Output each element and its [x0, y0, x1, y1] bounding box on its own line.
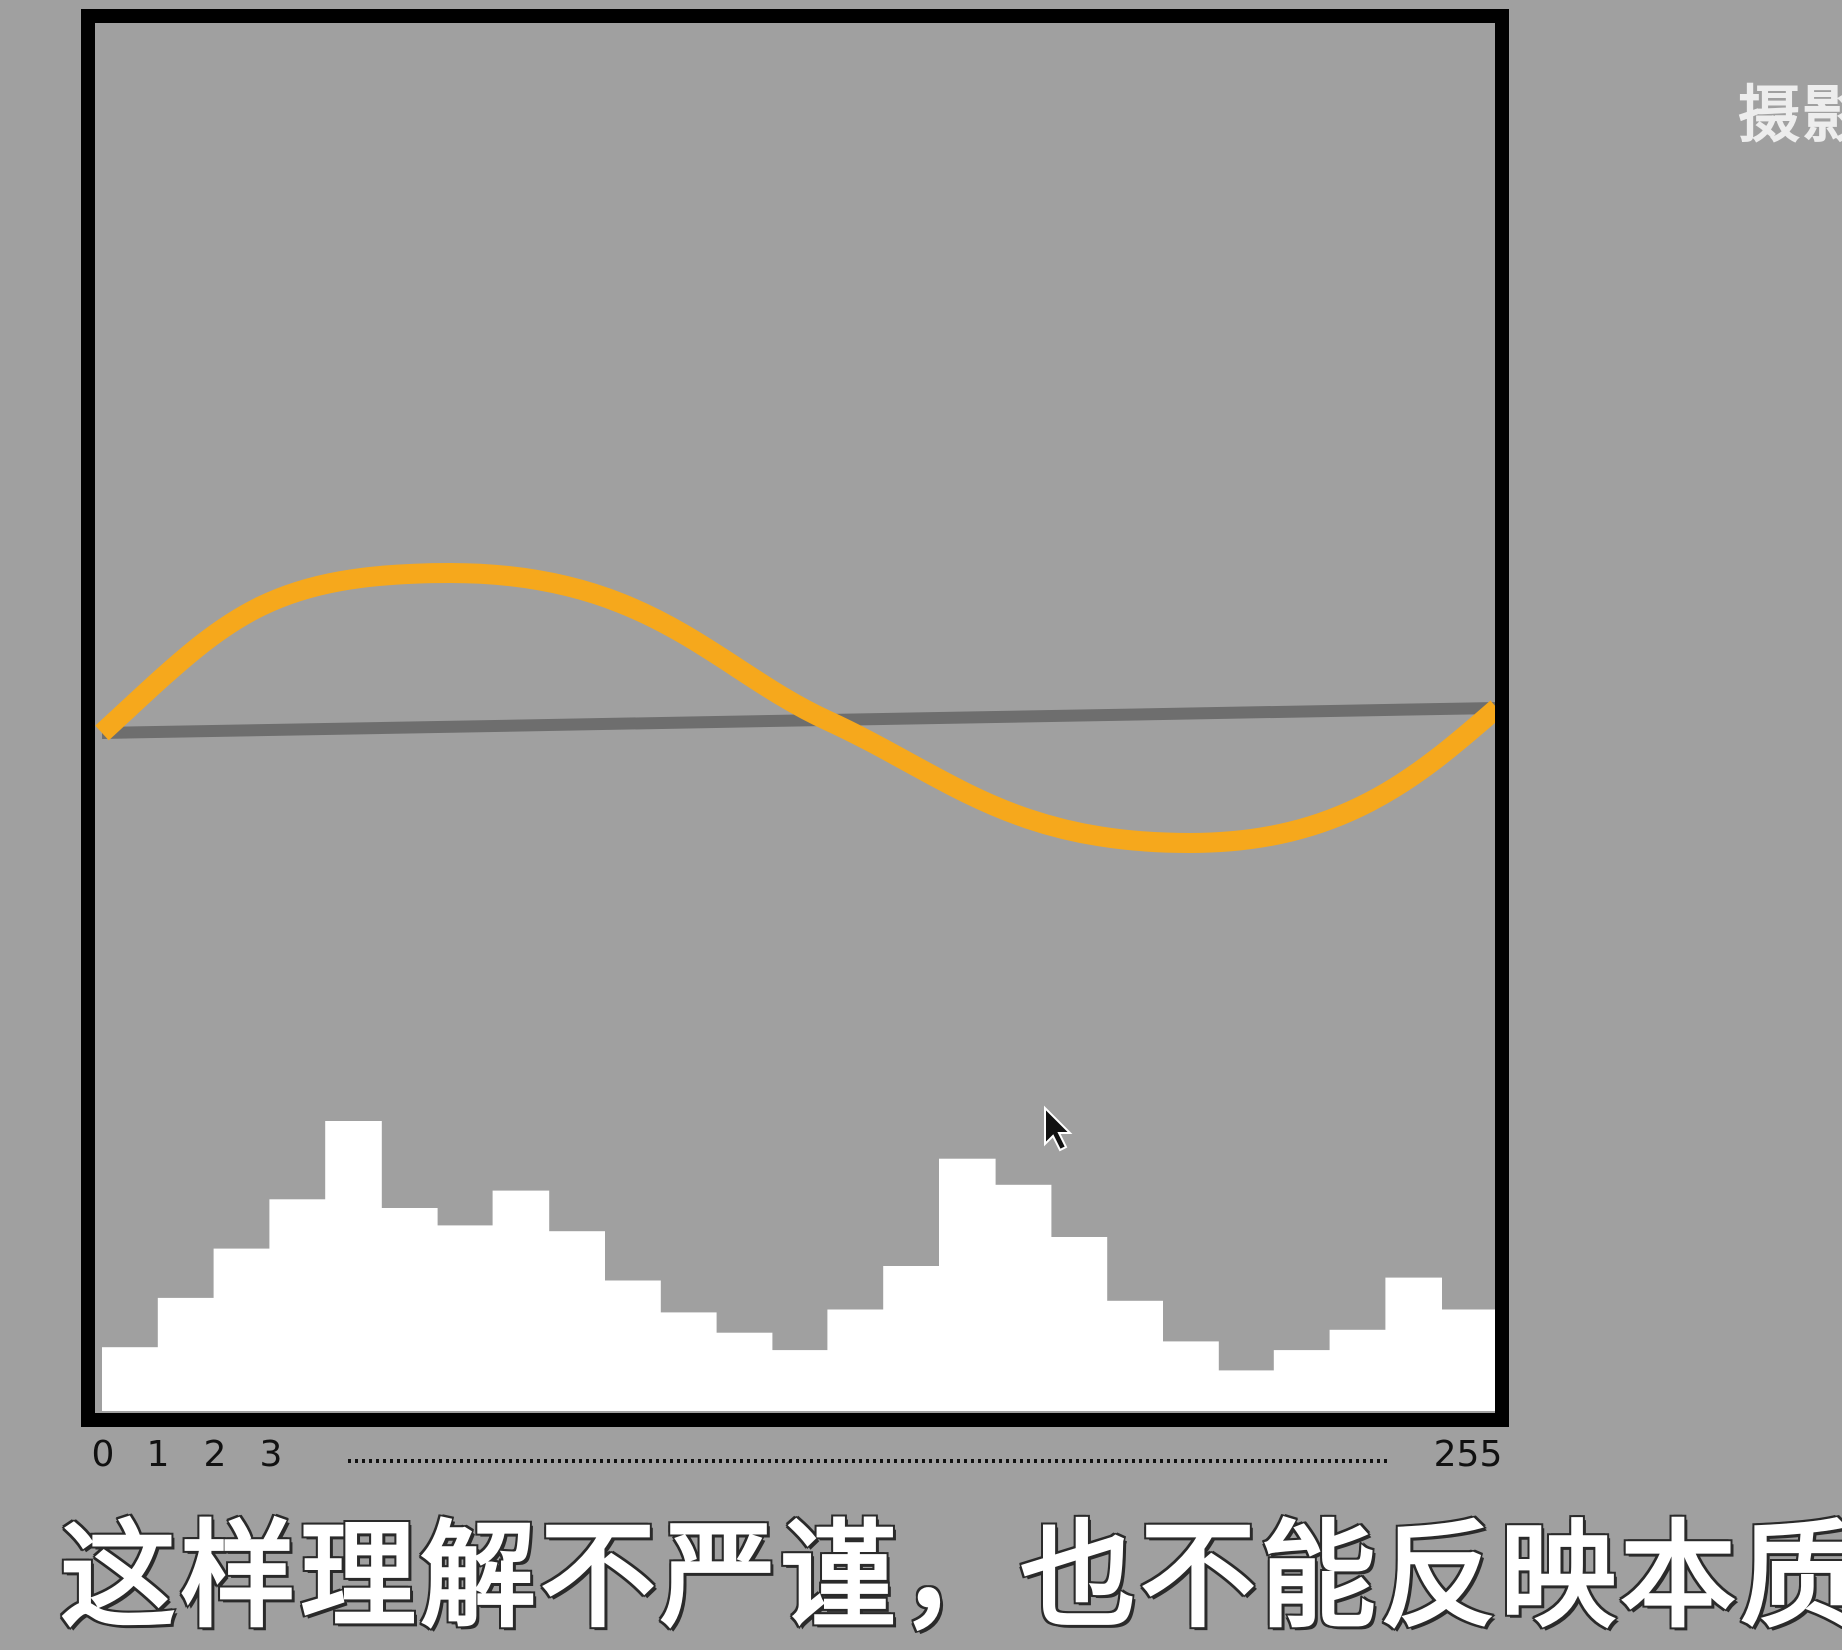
- histogram-bar: [827, 1309, 884, 1411]
- chart-frame: [81, 9, 1509, 1427]
- histogram-bar: [1162, 1341, 1219, 1411]
- histogram-bar: [213, 1248, 271, 1411]
- histogram-bar: [269, 1199, 326, 1411]
- watermark: 摄影: [1738, 78, 1842, 151]
- histogram-bar: [102, 1347, 159, 1411]
- histogram-bar: [1273, 1350, 1331, 1411]
- tone-curve: [95, 562, 1504, 854]
- tone-baseline: [101, 702, 1498, 739]
- subtitle-caption: 这样理解不严谨，也不能反映本质: [59, 1508, 1842, 1646]
- histogram-bar: [1050, 1237, 1108, 1411]
- histogram-bar: [381, 1208, 438, 1411]
- histogram-bar: [883, 1266, 940, 1411]
- histogram-bar: [771, 1350, 829, 1411]
- histogram-bar: [604, 1280, 661, 1411]
- histogram-bar: [994, 1184, 1052, 1411]
- histogram-bar: [325, 1121, 382, 1411]
- x-tick-label: 2: [204, 1434, 227, 1475]
- histogram-bar: [1329, 1329, 1387, 1411]
- x-tick-label: 1: [147, 1434, 170, 1475]
- histogram-bar: [1106, 1300, 1163, 1411]
- histogram-bar: [939, 1158, 996, 1411]
- histogram-bar: [548, 1231, 605, 1411]
- histogram-bar: [660, 1312, 717, 1411]
- histogram-bar: [715, 1332, 773, 1411]
- mouse-pointer-icon: [1044, 1105, 1073, 1152]
- histogram-bar: [157, 1297, 215, 1411]
- histogram-bar: [1385, 1277, 1442, 1411]
- histogram-bar: [1218, 1370, 1275, 1411]
- histogram: [102, 1121, 1498, 1411]
- histogram-bar: [1441, 1309, 1498, 1411]
- x-tick-label: 0: [92, 1434, 115, 1475]
- histogram-bar: [492, 1190, 550, 1411]
- histogram-bar: [436, 1225, 494, 1411]
- x-tick-label: 3: [260, 1434, 283, 1475]
- x-axis-ticks: 0 1 2 3 255: [92, 1434, 1503, 1475]
- x-tick-label: 255: [1434, 1434, 1503, 1475]
